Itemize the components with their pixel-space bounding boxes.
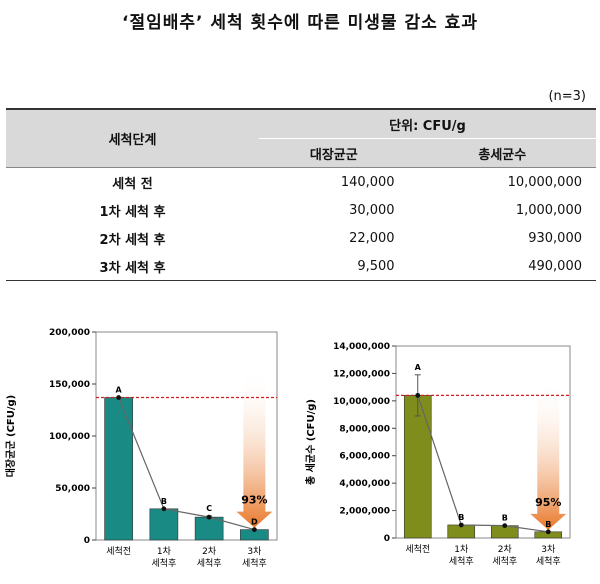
- category-label: 3차: [247, 545, 262, 557]
- significance-letter: C: [206, 504, 212, 513]
- bar: [104, 397, 133, 541]
- reduction-arrow: [236, 369, 273, 528]
- data-point: [161, 506, 167, 512]
- y-tick-label: 8,000,000: [339, 424, 390, 434]
- significance-letter: D: [251, 518, 258, 527]
- data-point: [458, 522, 464, 528]
- data-point: [206, 514, 212, 520]
- table-row: 2차 세척 후 22,000 930,000: [6, 224, 596, 252]
- category-label: 1차: [454, 543, 469, 555]
- trend-line: [118, 397, 255, 531]
- significance-letter: B: [458, 513, 464, 522]
- stage-cell: 세척 전: [112, 176, 153, 192]
- ecoli-bar-chart: 0 50,000 100,000 150,000 200,000 대장균군 (CFU/g)…: [4, 328, 278, 569]
- reduction-arrow: [530, 380, 567, 530]
- y-tick-label: 150,000: [49, 380, 90, 390]
- bar: [403, 395, 432, 539]
- significance-letter: B: [545, 520, 551, 529]
- category-label: 2차: [498, 543, 513, 555]
- category-label: 세척후: [449, 556, 474, 567]
- y-tick-label: 0: [384, 534, 390, 544]
- bar: [194, 516, 224, 541]
- data-point: [502, 523, 508, 529]
- data-point: [251, 527, 257, 532]
- y-tick-label: 6,000,000: [339, 452, 390, 462]
- y-tick-label: 200,000: [49, 328, 90, 338]
- results-table: 세척단계 단위: CFU/g 대장균군 총세균수 세척 전 140,000 10…: [6, 108, 596, 281]
- stage-cell: 2차 세척 후: [99, 232, 166, 248]
- category-label: 세척후: [242, 558, 267, 569]
- table-row: 세척 전 140,000 10,000,000: [6, 168, 596, 197]
- total-bacteria-bar-chart: 0 2,000,000 4,000,000 6,000,000 8,000,000 10,…: [304, 342, 571, 567]
- y-tick-label: 12,000,000: [333, 369, 390, 379]
- y-tick-label: 4,000,000: [339, 479, 390, 489]
- bar: [149, 508, 179, 541]
- table-subheader-row: 대장균군 총세균수: [6, 138, 596, 168]
- total-cell: 930,000: [528, 230, 582, 246]
- total-cell: 10,000,000: [507, 174, 582, 190]
- trend-line: [417, 395, 549, 533]
- significance-letter: A: [116, 386, 123, 395]
- y-tick-label: 2,000,000: [339, 507, 390, 517]
- significance-letter: B: [502, 514, 508, 523]
- data-point: [116, 395, 122, 400]
- category-label: 세척후: [536, 556, 561, 567]
- significance-letter: B: [161, 497, 167, 506]
- unit-header: 단위: CFU/g: [259, 109, 596, 139]
- y-tick-label: 10,000,000: [333, 397, 390, 407]
- reduction-label: 93%: [241, 494, 267, 507]
- ecoli-cell: 30,000: [349, 202, 395, 218]
- category-label: 세척후: [151, 558, 176, 569]
- data-point: [415, 392, 421, 398]
- ecoli-cell: 22,000: [349, 230, 395, 246]
- ecoli-cell: 140,000: [340, 174, 395, 190]
- table-row: 1차 세척 후 30,000 1,000,000: [6, 196, 596, 224]
- category-label: 3차: [541, 543, 556, 555]
- total-cell: 1,000,000: [515, 202, 582, 218]
- y-tick-label: 14,000,000: [333, 342, 390, 352]
- sample-size-note: (n=3): [548, 89, 586, 104]
- category-label: 세척전: [405, 544, 430, 555]
- y-axis-label: 대장균군 (CFU/g): [4, 395, 17, 478]
- category-label: 2차: [202, 545, 217, 557]
- y-tick-label: 0: [84, 536, 90, 546]
- significance-letter: A: [415, 363, 422, 372]
- table-header-row: 세척단계 단위: CFU/g: [6, 109, 596, 168]
- category-label: 세척후: [197, 558, 222, 569]
- y-tick-label: 50,000: [55, 484, 90, 494]
- y-axis-label: 총 세균수 (CFU/g): [304, 399, 317, 485]
- reduction-label: 95%: [535, 496, 561, 509]
- table-row: 3차 세척 후 9,500 490,000: [6, 252, 596, 281]
- total-cell: 490,000: [528, 258, 582, 274]
- data-point: [545, 529, 551, 535]
- ecoli-cell: 9,500: [357, 258, 395, 274]
- col-total-header: 총세균수: [408, 138, 596, 168]
- stage-cell: 1차 세척 후: [99, 204, 166, 220]
- stage-header: 세척단계: [6, 109, 259, 168]
- page-title: ‘절임배추’ 세척 횟수에 따른 미생물 감소 효과: [122, 13, 478, 33]
- col-ecoli-header: 대장균군: [259, 138, 409, 168]
- stage-cell: 3차 세척 후: [99, 260, 166, 276]
- category-label: 세척전: [106, 546, 131, 557]
- plot-area: [395, 345, 571, 539]
- category-label: 세척후: [492, 556, 517, 567]
- y-tick-label: 100,000: [49, 432, 90, 442]
- category-label: 1차: [157, 545, 172, 557]
